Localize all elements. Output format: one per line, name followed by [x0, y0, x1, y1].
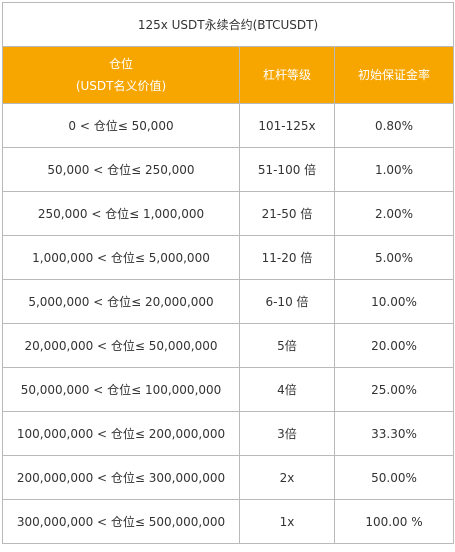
cell-leverage: 6-10 倍 [239, 279, 335, 324]
table-title-row: 125x USDT永续合约(BTCUSDT) [1, 2, 455, 47]
cell-position: 5,000,000 < 仓位≤ 20,000,000 [2, 279, 240, 324]
header-position: 仓位 (USDT名义价值) [2, 46, 240, 104]
cell-margin: 5.00% [333, 235, 455, 280]
table-row: 0 < 仓位≤ 50,000 101-125x 0.80% [2, 103, 455, 148]
cell-margin: 10.00% [333, 279, 455, 324]
table-row: 50,000,000 < 仓位≤ 100,000,000 4倍 25.00% [2, 367, 455, 412]
cell-margin: 25.00% [333, 367, 455, 412]
cell-leverage: 5倍 [239, 323, 335, 368]
table-row: 1,000,000 < 仓位≤ 5,000,000 11-20 倍 5.00% [2, 235, 455, 280]
cell-margin: 20.00% [333, 323, 455, 368]
cell-position: 50,000 < 仓位≤ 250,000 [2, 147, 240, 192]
cell-position: 200,000,000 < 仓位≤ 300,000,000 [2, 455, 240, 500]
cell-position: 1,000,000 < 仓位≤ 5,000,000 [2, 235, 240, 280]
header-position-label: 仓位 [108, 57, 133, 71]
cell-leverage: 101-125x [239, 103, 335, 148]
cell-position: 50,000,000 < 仓位≤ 100,000,000 [2, 367, 240, 412]
header-row: 仓位 (USDT名义价值) 杠杆等级 初始保证金率 [2, 46, 455, 104]
cell-margin: 1.00% [333, 147, 455, 192]
cell-position: 250,000 < 仓位≤ 1,000,000 [2, 191, 240, 236]
cell-margin: 33.30% [333, 411, 455, 456]
table-row: 250,000 < 仓位≤ 1,000,000 21-50 倍 2.00% [2, 191, 455, 236]
cell-margin: 0.80% [333, 103, 455, 148]
cell-leverage: 4倍 [239, 367, 335, 412]
table-title: 125x USDT永续合约(BTCUSDT) [1, 2, 455, 47]
header-position-sub: (USDT名义价值) [75, 79, 167, 93]
cell-leverage: 11-20 倍 [239, 235, 335, 280]
leverage-tier-table: 125x USDT永续合约(BTCUSDT) 仓位 (USDT名义价值) 杠杆等… [1, 2, 455, 544]
table-row: 50,000 < 仓位≤ 250,000 51-100 倍 1.00% [2, 147, 455, 192]
header-leverage: 杠杆等级 [239, 46, 335, 104]
cell-position: 300,000,000 < 仓位≤ 500,000,000 [2, 499, 240, 544]
cell-leverage: 3倍 [239, 411, 335, 456]
cell-margin: 2.00% [333, 191, 455, 236]
cell-position: 100,000,000 < 仓位≤ 200,000,000 [2, 411, 240, 456]
cell-margin: 100.00 % [333, 499, 455, 544]
cell-margin: 50.00% [333, 455, 455, 500]
cell-leverage: 21-50 倍 [239, 191, 335, 236]
table-row: 200,000,000 < 仓位≤ 300,000,000 2x 50.00% [2, 455, 455, 500]
cell-position: 20,000,000 < 仓位≤ 50,000,000 [2, 323, 240, 368]
table-row: 300,000,000 < 仓位≤ 500,000,000 1x 100.00 … [2, 499, 455, 544]
table-row: 5,000,000 < 仓位≤ 20,000,000 6-10 倍 10.00% [2, 279, 455, 324]
table-row: 20,000,000 < 仓位≤ 50,000,000 5倍 20.00% [2, 323, 455, 368]
cell-leverage: 51-100 倍 [239, 147, 335, 192]
cell-position: 0 < 仓位≤ 50,000 [2, 103, 240, 148]
table-row: 100,000,000 < 仓位≤ 200,000,000 3倍 33.30% [2, 411, 455, 456]
cell-leverage: 2x [239, 455, 335, 500]
cell-leverage: 1x [239, 499, 335, 544]
header-margin-rate: 初始保证金率 [333, 46, 455, 104]
